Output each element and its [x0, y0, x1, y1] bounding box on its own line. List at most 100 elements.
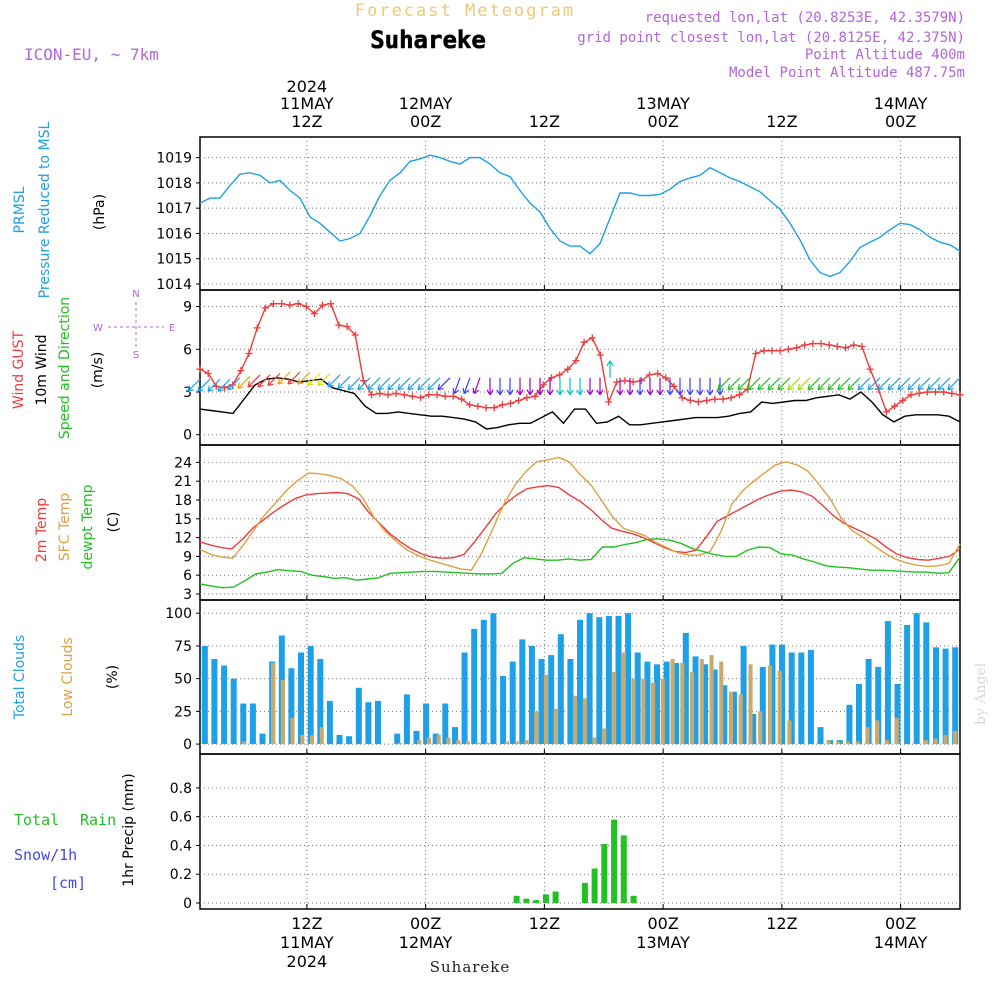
wind-gust-marker [507, 399, 514, 407]
wind-arrow-shaft [877, 377, 891, 391]
location-title: Suhareke [370, 26, 486, 54]
wind-arrow-head [797, 383, 804, 391]
wind-arrow-head [397, 383, 404, 391]
precip-ytick-label: 0.4 [170, 838, 192, 854]
wind-arrow-head [287, 378, 294, 385]
wind-arrow-shaft [453, 377, 461, 394]
wind-arrow-head [817, 383, 824, 391]
wind-arrow-shaft [777, 377, 791, 391]
precip-ytick-label: 0.2 [170, 867, 192, 883]
clouds-bar-low-clouds [836, 741, 841, 745]
wind-arrow-head [837, 383, 844, 391]
clouds-bar-total-clouds [730, 691, 737, 744]
time-axis-labels: 202411MAY12Z12Z11MAY202412MAY00Z00Z12MAY… [280, 77, 928, 971]
wind-arrow-head [277, 378, 284, 385]
wind-gust-marker [458, 395, 465, 403]
footer-location: Suhareke [430, 958, 511, 976]
temperature-ytick-label: 24 [174, 455, 192, 471]
wind-arrow-head [506, 389, 514, 396]
wind-gust-marker [286, 301, 294, 309]
wind-arrow-shaft [817, 377, 831, 391]
clouds-bar-total-clouds [326, 700, 333, 745]
wind-gust-marker [253, 324, 261, 332]
wind-gust-marker [915, 389, 923, 397]
temperature-series-dewpt-temp [199, 538, 961, 589]
wind-arrow-head [947, 383, 954, 391]
pressure-ytick-label: 1017 [156, 201, 192, 217]
wind-gust-marker [735, 391, 743, 399]
wind-arrow-head [496, 389, 504, 396]
clouds-ytick-label: 50 [174, 672, 192, 688]
clouds-bar-total-clouds [788, 652, 795, 745]
clouds-bar-low-clouds [738, 694, 743, 745]
wind-arrow-shaft [347, 377, 361, 391]
cloud-label-total: Total Clouds [12, 635, 28, 720]
temperature-ytick-label: 12 [174, 531, 192, 547]
clouds-bar-low-clouds [845, 741, 850, 745]
clouds-bar-total-clouds [586, 613, 593, 744]
clouds-bar-low-clouds [729, 691, 734, 744]
wind-arrow-head [516, 389, 524, 396]
precip-bar-rain [630, 895, 637, 903]
wind-series-wind-gust [199, 302, 961, 414]
model-label: ICON-EU, ~ 7km [24, 45, 159, 64]
wind-arrow-head [387, 383, 394, 391]
wind-arrow-shaft [767, 377, 781, 391]
pressure-ytick-label: 1016 [156, 226, 192, 242]
wind-arrow-shaft [197, 378, 211, 392]
clouds-bar-total-clouds [288, 668, 295, 745]
wind-arrow-shaft [237, 375, 251, 389]
clouds-bar-low-clouds [855, 741, 860, 745]
wind-arrow-shaft [417, 377, 431, 391]
wind-arrow-shaft [367, 377, 381, 391]
clouds-bar-total-clouds [673, 663, 680, 745]
clouds-ytick-label: 25 [174, 704, 192, 720]
clouds-bar-total-clouds [365, 702, 372, 745]
pressure-ytick-label: 1019 [156, 151, 192, 167]
wind-gust-marker [850, 341, 858, 349]
wind-arrow-shaft [827, 377, 841, 391]
clouds-bar-low-clouds [953, 731, 958, 745]
temperature-series-2m-temp [199, 484, 961, 561]
clouds-bar-low-clouds [300, 734, 305, 745]
cloud-label-unit: (%) [105, 665, 121, 689]
wind-arrow-shaft [857, 377, 871, 391]
clouds-bar-total-clouds [904, 625, 911, 745]
wind-arrow-head [636, 389, 644, 396]
wind-arrow-shaft [757, 377, 771, 391]
temp-label-sfc: SFC Temp [57, 493, 73, 562]
top-date-label: 14MAY [874, 94, 928, 113]
wind-gust-marker [547, 374, 555, 382]
wind-arrow-head [716, 389, 724, 396]
clouds-bar-low-clouds [894, 717, 899, 745]
clouds-bar-total-clouds [490, 613, 497, 744]
clouds-bar-total-clouds [452, 727, 458, 745]
wind-arrow-shaft [407, 377, 421, 391]
top-date-label: 11MAY [280, 94, 334, 113]
clouds-bar-low-clouds [651, 682, 656, 745]
wind-gust-marker [678, 394, 686, 402]
clouds-bar-total-clouds [682, 632, 689, 745]
wind-arrow-head [927, 383, 934, 391]
wind-gust-marker [310, 310, 318, 318]
clouds-bar-low-clouds [397, 742, 402, 745]
wind-arrow-head [227, 383, 234, 391]
wind-gust-marker [417, 394, 425, 402]
clouds-bar-total-clouds [471, 628, 478, 744]
clouds-bar-low-clouds [504, 741, 509, 745]
clouds-bar-total-clouds [298, 652, 304, 745]
precip-ytick-label: 0.8 [170, 781, 192, 797]
precip-ytick-label: 0.6 [170, 810, 192, 826]
wind-gust-marker [449, 392, 457, 400]
bottom-hour-label: 12Z [529, 914, 560, 933]
wind-gust-marker [523, 394, 531, 402]
wind-ytick-label: 6 [183, 342, 192, 358]
wind-gust-marker [596, 351, 604, 359]
clouds-bar-low-clouds [553, 708, 558, 744]
clouds-bar-low-clouds [446, 737, 451, 744]
wind-arrow-head [847, 383, 854, 391]
wind-arrow-head [606, 360, 614, 367]
bottom-year-label: 2024 [287, 952, 328, 971]
wind-gust-marker [335, 321, 343, 329]
clouds-bar-total-clouds [211, 659, 218, 744]
